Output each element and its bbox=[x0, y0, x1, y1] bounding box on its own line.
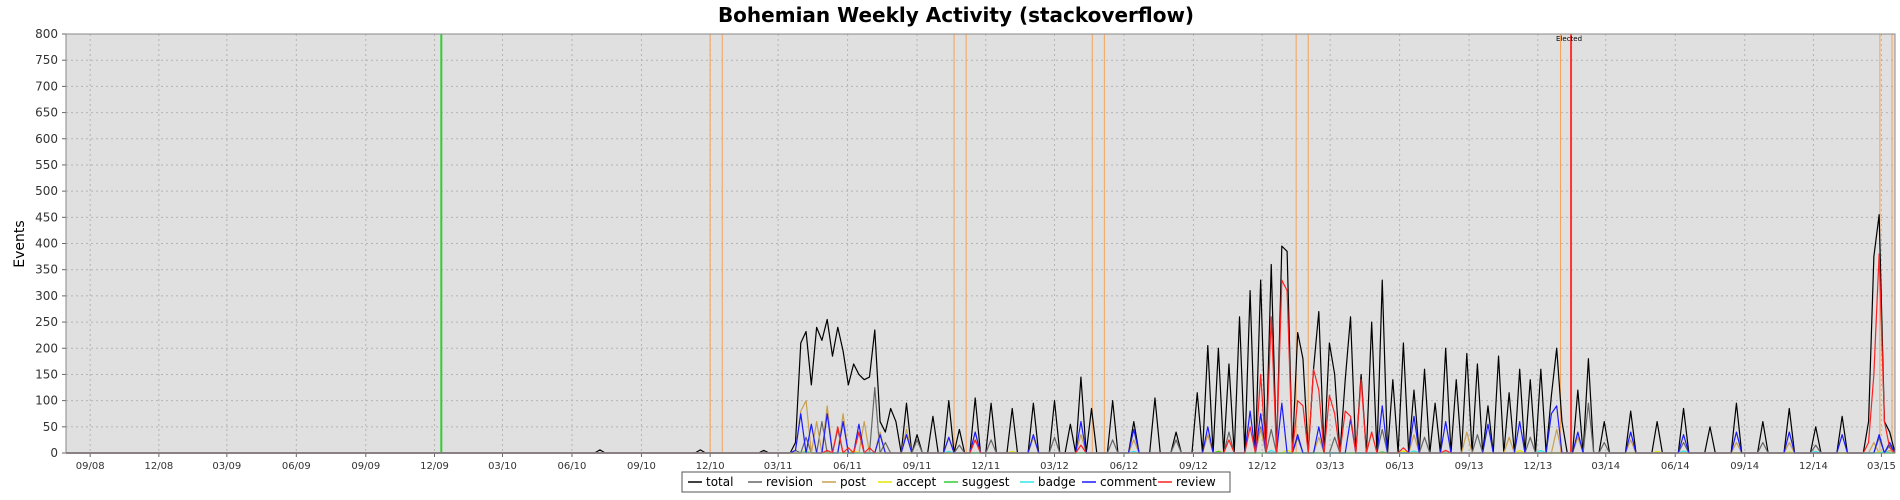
y-tick-label: 550 bbox=[35, 158, 58, 172]
y-tick-label: 350 bbox=[35, 263, 58, 277]
y-tick-label: 600 bbox=[35, 132, 58, 146]
legend-label-revision: revision bbox=[766, 475, 813, 489]
elected-label: Elected bbox=[1556, 35, 1582, 43]
x-tick-label: 12/08 bbox=[144, 461, 173, 472]
x-tick-label: 12/10 bbox=[696, 461, 725, 472]
x-tick-label: 06/12 bbox=[1110, 461, 1139, 472]
y-tick-label: 400 bbox=[35, 237, 58, 251]
x-tick-label: 12/13 bbox=[1523, 461, 1552, 472]
x-tick-label: 09/08 bbox=[76, 461, 105, 472]
x-tick-label: 12/14 bbox=[1799, 461, 1828, 472]
x-tick-label: 03/13 bbox=[1316, 461, 1345, 472]
plot-background bbox=[65, 33, 1896, 454]
x-tick-label: 06/10 bbox=[558, 461, 587, 472]
y-tick-label: 100 bbox=[35, 394, 58, 408]
x-tick-label: 09/12 bbox=[1179, 461, 1208, 472]
x-tick-label: 03/11 bbox=[764, 461, 793, 472]
plot-area: 0 50 100 150 200 250 300 350 400 450 500 550 600 650 7… bbox=[35, 27, 1896, 472]
x-tick-label: 06/13 bbox=[1385, 461, 1414, 472]
x-tick-label: 09/11 bbox=[903, 461, 932, 472]
x-tick-label: 06/11 bbox=[833, 461, 862, 472]
legend-label-comment: comment bbox=[1100, 475, 1157, 489]
x-tick-label: 06/09 bbox=[282, 461, 311, 472]
legend-label-accept: accept bbox=[896, 475, 937, 489]
x-tick-label: 09/10 bbox=[627, 461, 656, 472]
y-tick-label: 450 bbox=[35, 210, 58, 224]
legend: total revision post accept suggest badge comme… bbox=[681, 471, 1231, 493]
y-tick-label: 50 bbox=[43, 420, 58, 434]
y-tick-label: 650 bbox=[35, 106, 58, 120]
x-tick-label: 12/11 bbox=[971, 461, 1000, 472]
x-tick-label: 03/15 bbox=[1867, 461, 1896, 472]
y-tick-label: 750 bbox=[35, 53, 58, 67]
legend-label-review: review bbox=[1176, 475, 1216, 489]
x-tick-label: 12/12 bbox=[1248, 461, 1277, 472]
chart-title: Bohemian Weekly Activity (stackoverflow) bbox=[718, 3, 1194, 27]
y-tick-label: 700 bbox=[35, 79, 58, 93]
y-tick-label: 250 bbox=[35, 315, 58, 329]
y-tick-label: 800 bbox=[35, 27, 58, 41]
x-tick-label: 12/09 bbox=[420, 461, 449, 472]
legend-label-badge: badge bbox=[1038, 475, 1076, 489]
x-tick-label: 06/14 bbox=[1661, 461, 1690, 472]
x-tick-label: 09/09 bbox=[351, 461, 380, 472]
x-tick-label: 03/12 bbox=[1040, 461, 1069, 472]
x-tick-label: 09/13 bbox=[1455, 461, 1484, 472]
x-tick-label: 03/09 bbox=[212, 461, 241, 472]
y-tick-label: 150 bbox=[35, 367, 58, 381]
y-tick-label: 300 bbox=[35, 289, 58, 303]
legend-label-post: post bbox=[840, 475, 866, 489]
plot-frame bbox=[65, 33, 1896, 454]
y-tick-label: 0 bbox=[50, 446, 58, 460]
legend-label-total: total bbox=[706, 475, 733, 489]
y-tick-label: 200 bbox=[35, 341, 58, 355]
x-tick-label: 09/14 bbox=[1730, 461, 1759, 472]
y-tick-label: 500 bbox=[35, 184, 58, 198]
y-axis-label: Events bbox=[12, 220, 28, 267]
legend-label-suggest: suggest bbox=[962, 475, 1010, 489]
x-tick-label: 03/14 bbox=[1591, 461, 1620, 472]
x-tick-label: 03/10 bbox=[488, 461, 517, 472]
